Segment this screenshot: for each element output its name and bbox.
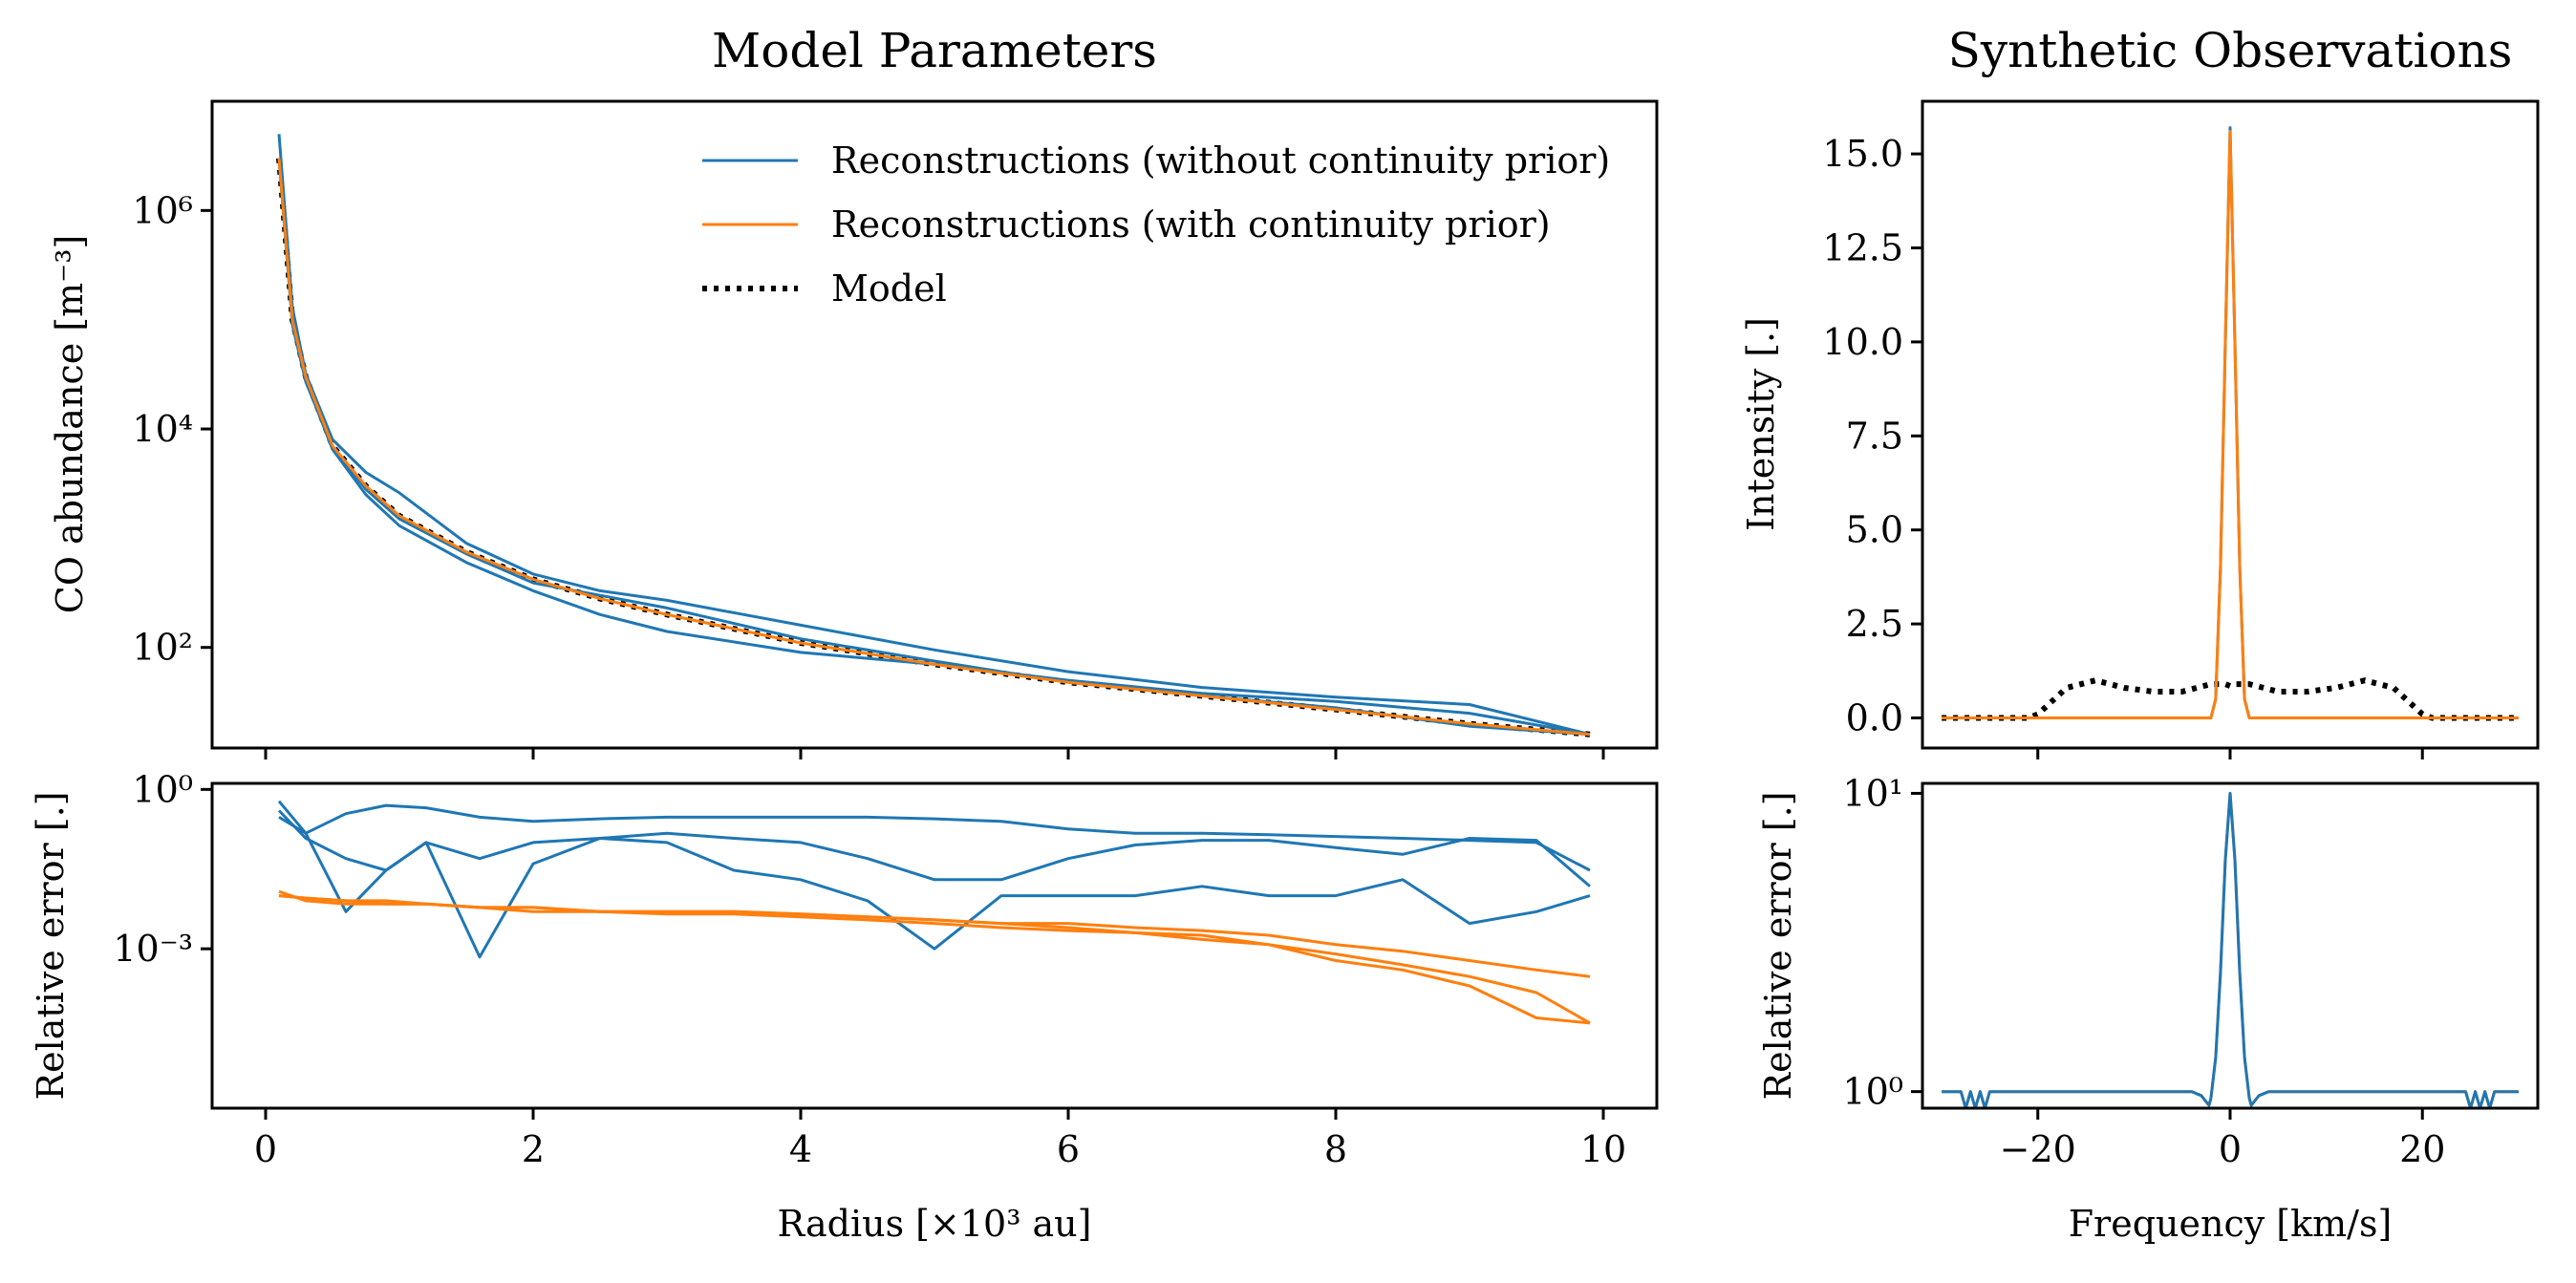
y-ticks: 10⁻³ 10⁰ <box>113 768 212 970</box>
y-axis-label: Intensity [.] <box>1740 317 1782 531</box>
plot-area <box>1942 126 2519 721</box>
series-line-reconstructions-without-continuity-prior-0 <box>277 800 1591 872</box>
panel-obs-relative-error: −20 0 20 10⁰ 10¹ Relative error [.] Frequen… <box>1757 772 2540 1245</box>
chart-title: Synthetic Observations <box>1948 23 2513 78</box>
chart-title: Model Parameters <box>712 23 1157 78</box>
y-tick-label: 10.0 <box>1822 321 1903 363</box>
x-tick-label: 20 <box>2399 1128 2445 1170</box>
plot-area <box>277 800 1591 1025</box>
y-ticks: 10² 10⁴ 10⁶ <box>132 189 212 669</box>
panel-param-relative-error: 0 2 4 6 8 10 10⁻³ 10⁰ Relative error [.] Radiu… <box>30 768 1659 1245</box>
y-tick-label: 7.5 <box>1846 415 1903 457</box>
y-ticks: 10⁰ 10¹ <box>1842 772 1922 1113</box>
x-ticks <box>264 748 1605 759</box>
x-axis-label: Frequency [km/s] <box>2069 1203 2393 1245</box>
x-tick-label: 0 <box>2219 1128 2242 1170</box>
x-tick-label: 0 <box>254 1128 277 1170</box>
x-ticks: −20 0 20 <box>2000 1108 2445 1170</box>
x-tick-label: 10 <box>1580 1128 1626 1170</box>
plot-area <box>1942 791 2519 1108</box>
series-line-reconstructions-without-continuity-prior-2 <box>278 816 1591 951</box>
x-tick-label: 6 <box>1057 1128 1080 1170</box>
x-axis-label: Radius [×10³ au] <box>778 1203 1092 1245</box>
y-axis-label: Relative error [.] <box>30 791 72 1100</box>
series-line-reconstructions-with-continuity-prior-4 <box>277 158 1591 737</box>
y-tick-label: 2.5 <box>1846 603 1903 645</box>
y-tick-label: 10⁰ <box>132 768 193 810</box>
y-axis-label: CO abundance [m⁻³] <box>49 235 91 614</box>
axes-frame <box>1921 781 2540 1110</box>
legend: Reconstructions (without continuity prio… <box>702 139 1610 310</box>
series-line-reconstructions-without-continuity-prior-1 <box>277 134 1591 737</box>
x-tick-label: 2 <box>522 1128 545 1170</box>
y-tick-label: 10¹ <box>1842 772 1903 814</box>
y-tick-label: 5.0 <box>1846 509 1903 551</box>
series-line-reconstructions-with-continuity-prior-2 <box>1942 130 2519 719</box>
y-tick-label: 10² <box>132 627 193 669</box>
y-tick-label: 10⁶ <box>132 189 193 231</box>
axes-frame <box>1921 99 2540 750</box>
y-tick-label: 12.5 <box>1822 227 1903 269</box>
y-tick-label: 15.0 <box>1822 133 1903 175</box>
x-tick-label: −20 <box>2000 1128 2076 1170</box>
panel-intensity: Synthetic Observations 0.0 2.5 5.0 7.5 10.0 1… <box>1740 23 2540 759</box>
y-tick-label: 10⁴ <box>132 408 193 450</box>
panel-co-abundance: Model Parameters 10² 10⁴ 10⁶ CO abundance … <box>49 23 1659 759</box>
y-ticks: 0.0 2.5 5.0 7.5 10.0 12.5 15.0 <box>1822 133 1922 739</box>
plot-area <box>276 134 1591 738</box>
y-tick-label: 10⁻³ <box>113 928 193 970</box>
series-line-reconstructions-without-continuity-prior-1 <box>1942 791 2519 1108</box>
legend-label-model: Model <box>831 267 947 310</box>
series-line-reconstructions-with-continuity-prior-5 <box>278 894 1591 1025</box>
x-tick-label: 8 <box>1324 1128 1347 1170</box>
series-line-model-0 <box>1942 677 2519 721</box>
x-ticks <box>2036 748 2424 759</box>
x-ticks: 0 2 4 6 8 10 <box>254 1108 1626 1170</box>
axes-frame <box>210 99 1659 750</box>
legend-label-with-prior: Reconstructions (with continuity prior) <box>831 203 1551 246</box>
legend-label-without-prior: Reconstructions (without continuity prio… <box>831 139 1610 182</box>
y-tick-label: 0.0 <box>1846 697 1903 739</box>
x-tick-label: 4 <box>789 1128 812 1170</box>
axes-frame <box>210 781 1659 1110</box>
y-tick-label: 10⁰ <box>1842 1071 1903 1113</box>
y-axis-label: Relative error [.] <box>1757 791 1799 1100</box>
